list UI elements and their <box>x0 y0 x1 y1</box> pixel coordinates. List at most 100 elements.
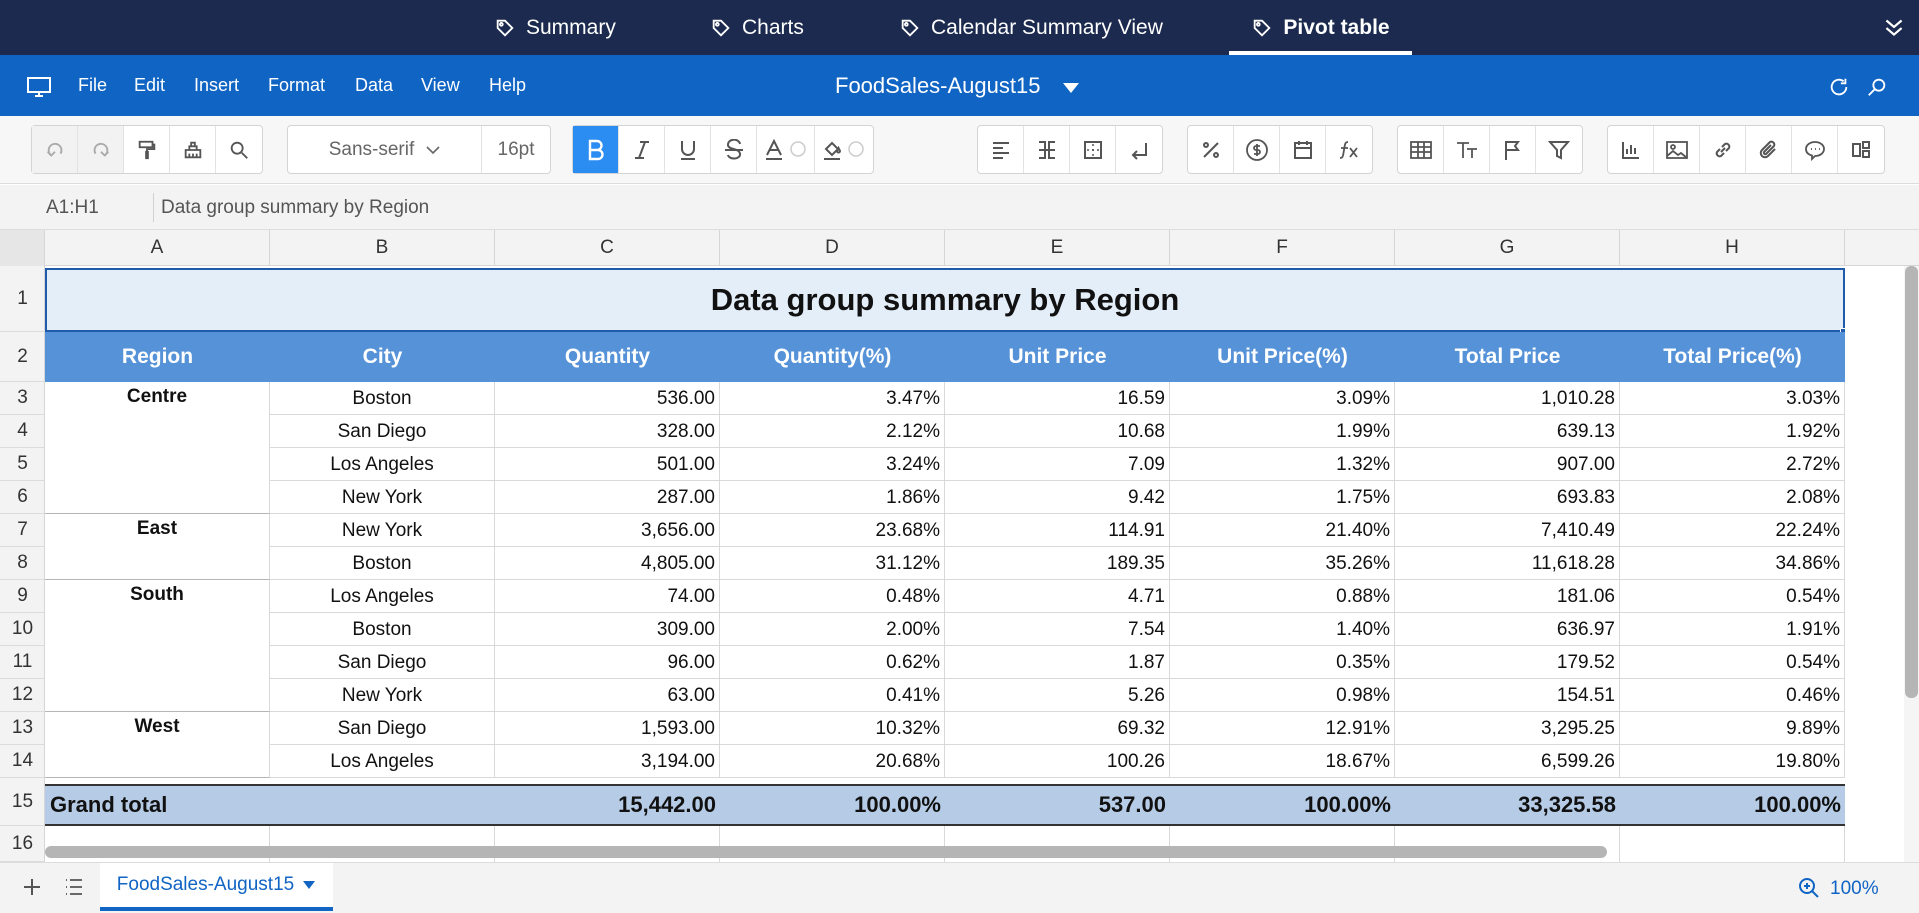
cell-city[interactable]: New York <box>270 679 495 712</box>
row-header-3[interactable]: 3 <box>0 382 45 415</box>
empty-cell[interactable] <box>1170 826 1395 862</box>
align-button[interactable] <box>978 126 1024 173</box>
cell-total-price-pct[interactable]: 0.54% <box>1620 646 1845 679</box>
empty-cell[interactable] <box>495 826 720 862</box>
caret-down-icon[interactable] <box>302 880 316 890</box>
column-header-e[interactable]: E <box>945 230 1170 266</box>
grand-total-unit-price[interactable]: 537.00 <box>1098 792 1166 817</box>
cell-region[interactable]: Centre <box>45 382 270 514</box>
menu-view[interactable]: View <box>421 75 460 95</box>
cell-city[interactable]: New York <box>270 481 495 514</box>
row-header-9[interactable]: 9 <box>0 580 45 613</box>
find-button[interactable] <box>216 126 262 173</box>
cell-total-price-pct[interactable]: 1.92% <box>1620 415 1845 448</box>
cell-unit-price[interactable]: 7.09 <box>945 448 1170 481</box>
cell-quantity[interactable]: 63.00 <box>495 679 720 712</box>
cell-quantity[interactable]: 501.00 <box>495 448 720 481</box>
column-header-f[interactable]: F <box>1170 230 1395 266</box>
grand-total-label[interactable]: Grand total <box>50 792 168 817</box>
column-header-c[interactable]: C <box>495 230 720 266</box>
cell-unit-price-pct[interactable]: 1.99% <box>1170 415 1395 448</box>
sheet-tab-foodsales[interactable]: FoodSales-August15 <box>100 863 333 911</box>
menu-insert[interactable]: Insert <box>194 75 240 95</box>
redo-button[interactable] <box>78 126 124 173</box>
cell-quantity-pct[interactable]: 1.86% <box>720 481 945 514</box>
cell-quantity-pct[interactable]: 23.68% <box>720 514 945 547</box>
image-button[interactable] <box>1654 126 1700 173</box>
menu-data[interactable]: Data <box>355 75 394 95</box>
caret-down-icon[interactable] <box>1062 82 1080 94</box>
cell-quantity[interactable]: 4,805.00 <box>495 547 720 580</box>
header-quantity-pct[interactable]: Quantity(%) <box>773 345 892 368</box>
cell-city[interactable]: San Diego <box>270 415 495 448</box>
cell-unit-price-pct[interactable]: 0.88% <box>1170 580 1395 613</box>
format-painter-button[interactable] <box>124 126 170 173</box>
attachment-button[interactable] <box>1746 126 1792 173</box>
cell-unit-price[interactable]: 16.59 <box>945 382 1170 415</box>
sheet-list-icon[interactable] <box>64 878 84 896</box>
cell-unit-price[interactable]: 100.26 <box>945 745 1170 778</box>
monitor-icon[interactable] <box>26 76 52 98</box>
cell-unit-price[interactable]: 69.32 <box>945 712 1170 745</box>
cell-unit-price[interactable]: 10.68 <box>945 415 1170 448</box>
cell-city[interactable]: Boston <box>270 382 495 415</box>
cell-unit-price-pct[interactable]: 18.67% <box>1170 745 1395 778</box>
table-title-cell[interactable]: Data group summary by Region <box>45 268 1845 332</box>
text-size-button[interactable] <box>1444 126 1490 173</box>
cell-quantity-pct[interactable]: 3.24% <box>720 448 945 481</box>
vertical-scrollbar[interactable] <box>1905 266 1918 698</box>
cell-total-price[interactable]: 7,410.49 <box>1395 514 1620 547</box>
cell-unit-price-pct[interactable]: 12.91% <box>1170 712 1395 745</box>
empty-cell[interactable] <box>720 826 945 862</box>
cell-region[interactable]: West <box>45 712 270 778</box>
empty-cell[interactable] <box>1620 826 1845 862</box>
cell-total-price-pct[interactable]: 9.89% <box>1620 712 1845 745</box>
tab-summary[interactable]: Summary <box>494 0 616 55</box>
column-header-a[interactable]: A <box>45 230 270 266</box>
row-header-1[interactable]: 1 <box>0 266 45 332</box>
cell-unit-price-pct[interactable]: 3.09% <box>1170 382 1395 415</box>
tab-pivot-table[interactable]: Pivot table <box>1229 0 1412 55</box>
chart-button[interactable] <box>1608 126 1654 173</box>
fill-color-button[interactable] <box>815 126 873 173</box>
bold-button[interactable] <box>573 126 619 173</box>
cell-total-price-pct[interactable]: 2.08% <box>1620 481 1845 514</box>
cell-quantity-pct[interactable]: 0.41% <box>720 679 945 712</box>
header-city[interactable]: City <box>362 345 403 368</box>
percent-button[interactable] <box>1188 126 1234 173</box>
grand-total-total-price-pct[interactable]: 100.00% <box>1754 792 1841 817</box>
select-all-corner[interactable] <box>0 230 45 266</box>
grand-total-unit-price-pct[interactable]: 100.00% <box>1304 792 1391 817</box>
font-family-select[interactable]: Sans-serif <box>288 126 482 173</box>
grand-total-quantity[interactable]: 15,442.00 <box>618 792 716 817</box>
cell-quantity-pct[interactable]: 0.48% <box>720 580 945 613</box>
collapse-chevron-icon[interactable] <box>1881 14 1907 40</box>
cell-quantity-pct[interactable]: 10.32% <box>720 712 945 745</box>
empty-cell[interactable] <box>945 826 1170 862</box>
cell-total-price[interactable]: 1,010.28 <box>1395 382 1620 415</box>
font-size-select[interactable]: 16pt <box>482 126 550 173</box>
menu-help[interactable]: Help <box>489 75 527 95</box>
cell-unit-price-pct[interactable]: 1.32% <box>1170 448 1395 481</box>
row-header-5[interactable]: 5 <box>0 448 45 481</box>
cell-unit-price-pct[interactable]: 1.75% <box>1170 481 1395 514</box>
cell-quantity-pct[interactable]: 31.12% <box>720 547 945 580</box>
row-header-8[interactable]: 8 <box>0 547 45 580</box>
add-sheet-icon[interactable] <box>22 877 42 897</box>
cell-total-price-pct[interactable]: 34.86% <box>1620 547 1845 580</box>
grand-total-quantity-pct[interactable]: 100.00% <box>854 792 941 817</box>
cell-unit-price-pct[interactable]: 0.35% <box>1170 646 1395 679</box>
row-header-10[interactable]: 10 <box>0 613 45 646</box>
formula-input[interactable]: Data group summary by Region <box>161 197 430 218</box>
cell-unit-price[interactable]: 114.91 <box>945 514 1170 547</box>
more-button[interactable] <box>1838 126 1884 173</box>
row-header-15[interactable]: 15 <box>0 778 45 826</box>
refresh-icon[interactable] <box>1828 76 1850 98</box>
row-header-11[interactable]: 11 <box>0 646 45 679</box>
cell-total-price-pct[interactable]: 0.54% <box>1620 580 1845 613</box>
cell-total-price[interactable]: 3,295.25 <box>1395 712 1620 745</box>
cell-quantity[interactable]: 328.00 <box>495 415 720 448</box>
column-header-b[interactable]: B <box>270 230 495 266</box>
strikethrough-button[interactable] <box>711 126 757 173</box>
cell-city[interactable]: San Diego <box>270 712 495 745</box>
